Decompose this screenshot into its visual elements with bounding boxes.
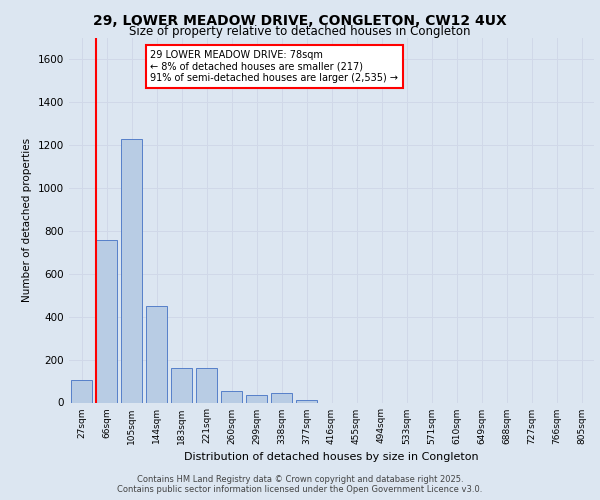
- Bar: [96, 240, 117, 402]
- Bar: [271, 393, 292, 402]
- Bar: [246, 395, 267, 402]
- Text: 29, LOWER MEADOW DRIVE, CONGLETON, CW12 4UX: 29, LOWER MEADOW DRIVE, CONGLETON, CW12 …: [93, 14, 507, 28]
- Bar: [71, 380, 92, 402]
- Bar: [221, 390, 242, 402]
- Text: Size of property relative to detached houses in Congleton: Size of property relative to detached ho…: [129, 25, 471, 38]
- Y-axis label: Number of detached properties: Number of detached properties: [22, 138, 32, 302]
- X-axis label: Distribution of detached houses by size in Congleton: Distribution of detached houses by size …: [184, 452, 479, 462]
- Text: 29 LOWER MEADOW DRIVE: 78sqm
← 8% of detached houses are smaller (217)
91% of se: 29 LOWER MEADOW DRIVE: 78sqm ← 8% of det…: [151, 50, 398, 84]
- Bar: [121, 140, 142, 402]
- Bar: [296, 400, 317, 402]
- Bar: [146, 306, 167, 402]
- Text: Contains HM Land Registry data © Crown copyright and database right 2025.
Contai: Contains HM Land Registry data © Crown c…: [118, 474, 482, 494]
- Bar: [171, 368, 192, 402]
- Bar: [196, 368, 217, 402]
